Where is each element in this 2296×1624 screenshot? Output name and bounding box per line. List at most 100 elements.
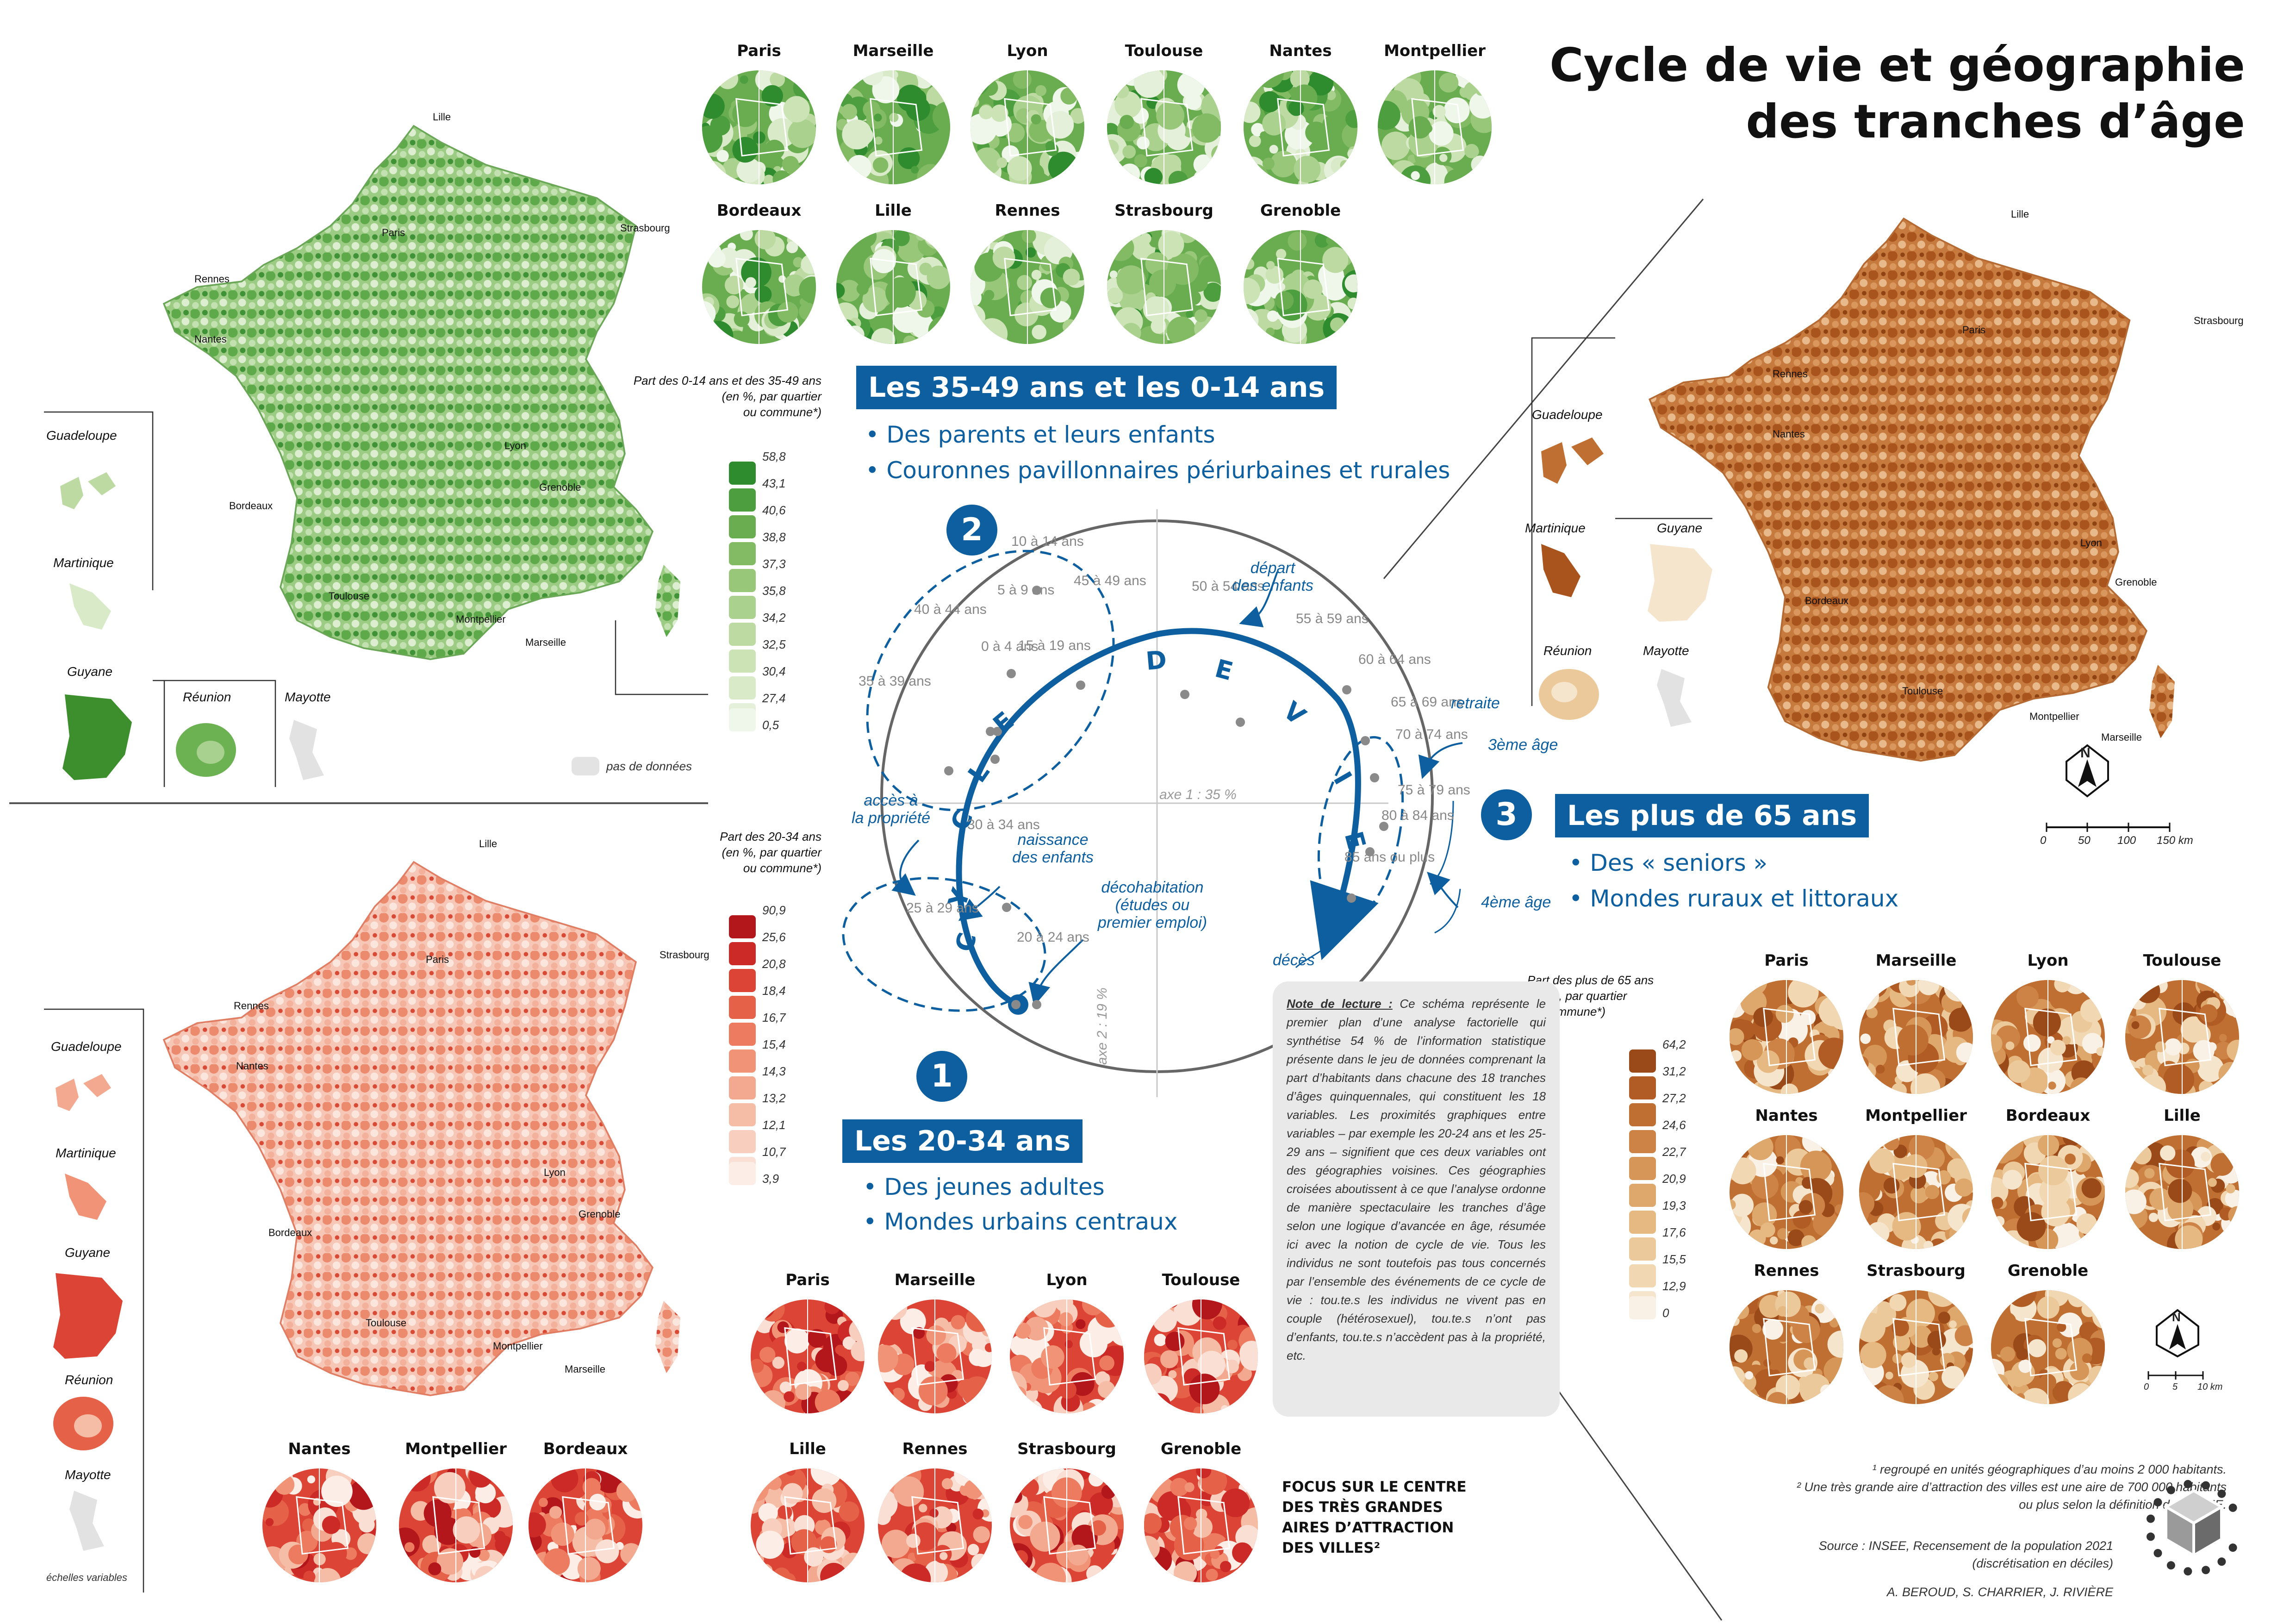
green-city-label-8: Rennes: [995, 201, 1060, 220]
legend-brown-value-1: 31,2: [1662, 1064, 1686, 1078]
footnote-1: ¹ regroupé en unités géographiques d’au …: [1872, 1462, 2227, 1476]
axe1-label: axe 1 : 35 %: [1159, 787, 1237, 802]
legend-brown-class-6: 19,3: [1629, 1199, 1768, 1234]
brown-city-label-7: Lille: [2164, 1106, 2201, 1125]
brown-city-circle-7: [2125, 1135, 2239, 1251]
legend-green-value-5: 35,8: [762, 584, 786, 598]
red-city-label-8: Nantes: [288, 1440, 351, 1458]
legend-green-value-9: 27,4: [762, 691, 786, 705]
banner-group-2: Les 35-49 ans et les 0-14 ans: [856, 366, 1337, 409]
green-city-circle-3: [1107, 70, 1221, 187]
label-rennes-green: Rennes: [194, 273, 230, 285]
legend-red-value-5: 15,4: [762, 1037, 786, 1051]
legend-red-class-0: 90,9: [729, 903, 868, 938]
brown-city-label-10: Grenoble: [2007, 1262, 2089, 1280]
north-arrow-map: [2066, 744, 2109, 798]
banner-group-1: Les 20-34 ans: [842, 1119, 1083, 1163]
france-outline-brown: [1649, 217, 2148, 762]
age-85-plus: 85 ans ou plus: [1344, 849, 1435, 865]
legend-green-class-7: 32,5: [729, 637, 868, 673]
event-3eme-age: 3ème âge: [1488, 736, 1558, 754]
red-city-label-9: Montpellier: [405, 1440, 507, 1458]
title-line-2: des tranches d’âge: [1746, 94, 2245, 149]
brown-city-circle-4: [1730, 1135, 1843, 1251]
legend-red-title-1: Part des 20-34 ans: [720, 830, 821, 843]
green-city-label-1: Marseille: [852, 42, 934, 60]
brown-city-label-2: Lyon: [2027, 951, 2069, 970]
brown-city-label-4: Nantes: [1755, 1106, 1818, 1125]
note-text: Ce schéma représente le premier plan d’u…: [1287, 997, 1546, 1362]
badge-group-1: 1: [916, 1051, 967, 1102]
age-60-64: 60 à 64 ans: [1358, 652, 1431, 667]
age-dot-1: [1007, 669, 1016, 678]
legend-red-value-3: 18,4: [762, 984, 786, 998]
label-bordeaux-red: Bordeaux: [268, 1227, 312, 1238]
label-marseille-green: Marseille: [525, 637, 566, 648]
age-80-84: 80 à 84 ans: [1381, 808, 1454, 823]
green-city-label-10: Grenoble: [1260, 201, 1341, 220]
banner-group-3: Les plus de 65 ans: [1555, 794, 1869, 837]
ellipse-group-2: [866, 550, 1115, 812]
focus-line-3: AIRES D’ATTRACTION: [1282, 1519, 1454, 1536]
brown-city-label-8: Rennes: [1754, 1262, 1819, 1280]
legend-brown-value-5: 20,9: [1662, 1172, 1686, 1186]
event-acces-2: la propriété: [851, 809, 931, 827]
label-lille-brown: Lille: [2011, 208, 2029, 220]
legend-red-class-8: 12,1: [729, 1118, 868, 1153]
event-decohab-3: premier emploi): [1097, 914, 1207, 931]
legend-red-class-6: 14,3: [729, 1064, 868, 1099]
event-acces: accès à la propriété: [835, 792, 946, 827]
shape-mayotte-brown: [1657, 669, 1692, 727]
event-decohab: décohabitation (études ou premier emploi…: [1083, 879, 1222, 931]
legend-green-class-8: 30,4: [729, 664, 868, 700]
scale-zoom-0: 0: [2144, 1382, 2149, 1392]
legend-red-value-0: 90,9: [762, 903, 786, 917]
legend-green-title-1: Part des 0-14 ans et des 35-49 ans: [633, 374, 821, 387]
cycle-curve: [956, 628, 1379, 1008]
age-10-14: 10 à 14 ans: [1011, 534, 1084, 549]
label-lyon-red: Lyon: [544, 1167, 566, 1178]
shape-martinique-green: [69, 583, 111, 630]
green-city-circle-0: [702, 70, 816, 187]
ellipse-group-1: [842, 877, 1046, 1012]
scale-zoom-10: 10 km: [2197, 1382, 2223, 1392]
legend-brown-value-7: 17,6: [1662, 1225, 1686, 1239]
legend-brown-class-10: 0: [1629, 1296, 1768, 1339]
shape-guyane-green: [62, 694, 132, 780]
label-lille-green: Lille: [433, 111, 451, 123]
age-55-59: 55 à 59 ans: [1296, 611, 1369, 626]
red-city-label-7: Grenoble: [1160, 1440, 1242, 1458]
publisher-logo: [2147, 1480, 2237, 1576]
age-dot-5: [1011, 1000, 1020, 1009]
label-paris-red: Paris: [426, 954, 449, 965]
shape-guyane-red: [53, 1273, 123, 1359]
green-city-label-4: Nantes: [1269, 42, 1332, 60]
label-montpellier-brown: Montpellier: [2029, 711, 2079, 722]
red-city-circle-9: [399, 1468, 513, 1585]
legend-green-swatch-2: [729, 515, 756, 538]
legend-brown-value-8: 15,5: [1662, 1252, 1686, 1266]
shape-guyane-brown: [1648, 544, 1712, 622]
brown-city-circle-1: [1859, 980, 1973, 1096]
green-city-circle-7: [836, 230, 950, 346]
label-rennes-red: Rennes: [234, 1000, 269, 1012]
red-city-circle-0: [751, 1299, 865, 1416]
legend-brown-swatch-1: [1629, 1076, 1656, 1099]
age-25-29: 25 à 29 ans: [906, 900, 979, 916]
green-city-label-7: Lille: [875, 201, 912, 220]
legend-red-swatch-3: [729, 996, 756, 1019]
age-5-9: 5 à 9 ans: [997, 582, 1055, 598]
label-grenoble-red: Grenoble: [579, 1208, 621, 1220]
focus-line-1: FOCUS SUR LE CENTRE: [1282, 1479, 1467, 1495]
age-15-19: 15 à 19 ans: [1018, 638, 1091, 653]
red-city-label-1: Marseille: [894, 1271, 976, 1289]
age-dot-12: [1342, 685, 1351, 694]
red-city-circle-2: [1010, 1299, 1124, 1416]
event-depart-1: départ: [1250, 559, 1295, 577]
label-lyon-green: Lyon: [504, 440, 526, 451]
north-letter-map: N: [2080, 745, 2091, 761]
shape-reunion-brown: [1539, 669, 1599, 720]
reading-note: Note de lecture : Ce schéma représente l…: [1273, 981, 1560, 1417]
ellipse-group-3: [1317, 736, 1404, 922]
